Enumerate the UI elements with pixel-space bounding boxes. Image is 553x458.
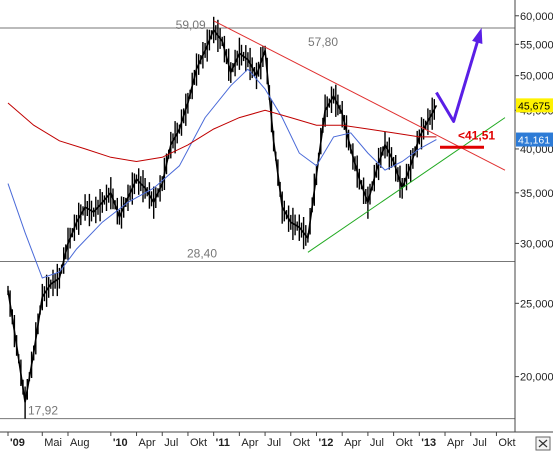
y-tick-label: 60,000 bbox=[520, 11, 553, 23]
annotation-layer: 59,09 <41,51 bbox=[176, 18, 495, 149]
price-tag-bg-0 bbox=[516, 98, 553, 113]
y-tick-label: 55,000 bbox=[520, 39, 553, 51]
price-tags: 45,675 41,161 bbox=[516, 98, 553, 147]
series-moving-average-short bbox=[7, 68, 437, 279]
price-tag-label-1: 41,161 bbox=[518, 135, 550, 147]
x-tick-label: Okt bbox=[190, 437, 207, 449]
price-tag-bg-1 bbox=[516, 132, 553, 147]
level-label-2: 17,92 bbox=[28, 404, 58, 418]
x-tick-label: Okt bbox=[293, 437, 310, 449]
series-moving-average-long bbox=[7, 102, 437, 163]
x-tick-label: Apr bbox=[241, 437, 258, 449]
stop-label: <41,51 bbox=[458, 128, 495, 142]
x-tick-label: '10 bbox=[113, 437, 128, 449]
projection-path bbox=[435, 35, 481, 123]
x-axis: '09 Mai Aug '10 Apr Jul Okt '11 Apr Jul Okt '12 Apr J… bbox=[7, 432, 516, 449]
series-layer bbox=[7, 16, 438, 419]
y-tick-label: 25,000 bbox=[520, 298, 553, 310]
peak-label: 59,09 bbox=[176, 18, 206, 32]
level-label-1: 28,40 bbox=[187, 246, 217, 260]
x-tick-label: Okt bbox=[396, 437, 413, 449]
trendline-support bbox=[307, 117, 506, 253]
x-tick-label: '13 bbox=[421, 437, 436, 449]
y-tick-label: 20,000 bbox=[520, 372, 553, 384]
x-tick-label: '09 bbox=[10, 437, 25, 449]
x-tick-label: Jul bbox=[370, 437, 384, 449]
x-tick-label: Okt bbox=[498, 437, 515, 449]
y-tick-label: 30,000 bbox=[520, 238, 553, 250]
chart-settings-icon[interactable] bbox=[535, 436, 551, 451]
x-tick-label: Jul bbox=[164, 437, 178, 449]
x-tick-label: Jul bbox=[473, 437, 487, 449]
horizontal-levels: 57,80 28,40 17,92 bbox=[0, 27, 515, 420]
y-tick-label: 35,000 bbox=[520, 188, 553, 200]
level-label-0: 57,80 bbox=[308, 35, 338, 49]
x-tick-label: Apr bbox=[139, 437, 156, 449]
x-tick-label: '11 bbox=[216, 437, 230, 449]
x-tick-label: Jul bbox=[267, 437, 281, 449]
x-tick-label: Mai bbox=[44, 437, 62, 449]
x-tick-label: '12 bbox=[318, 437, 333, 449]
trendline-layer bbox=[213, 20, 506, 253]
x-tick-label: Aug bbox=[70, 437, 90, 449]
price-tag-label-0: 45,675 bbox=[518, 100, 550, 112]
x-tick-label: Apr bbox=[344, 437, 361, 449]
y-tick-label: 50,000 bbox=[520, 71, 553, 83]
projection-arrowhead bbox=[472, 27, 483, 44]
y-tick-label: 40,000 bbox=[520, 144, 553, 156]
trendline-resistance bbox=[213, 20, 506, 171]
x-tick-label: Apr bbox=[447, 437, 464, 449]
